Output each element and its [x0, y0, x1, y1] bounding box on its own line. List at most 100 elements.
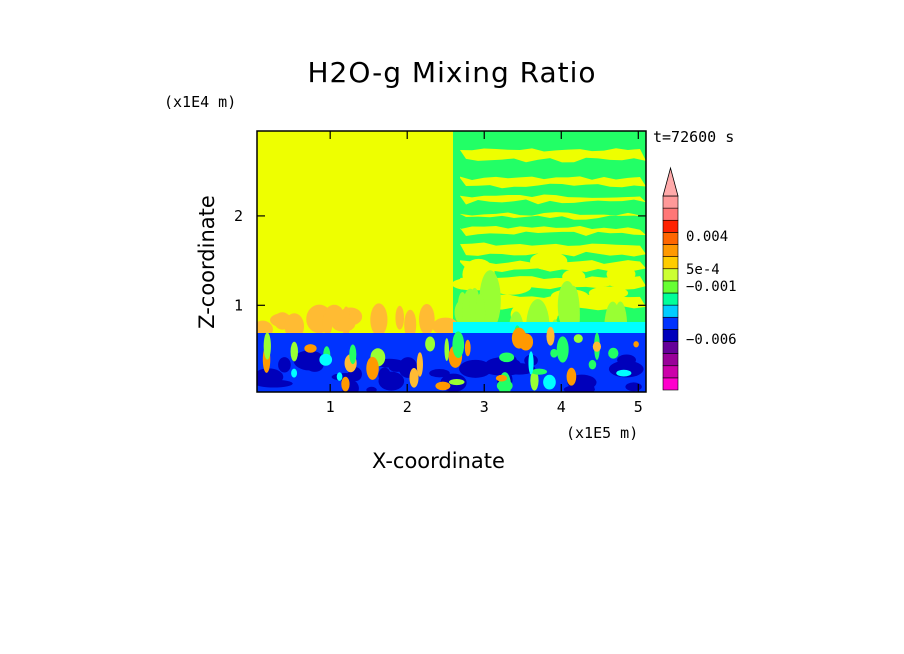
blob-region — [451, 278, 489, 291]
plume-region — [404, 309, 417, 340]
lower-band-detail — [452, 331, 465, 359]
lower-band-detail — [608, 347, 619, 359]
colorbar-swatch — [662, 268, 679, 282]
colorbar-swatch — [662, 329, 679, 342]
plume-region — [418, 303, 435, 335]
x-axis: 1 2 3 4 5 — [326, 131, 643, 416]
lower-band-detail — [499, 352, 515, 363]
lower-band-detail — [459, 359, 492, 378]
plume-region — [557, 281, 577, 331]
streak-region — [460, 176, 646, 189]
lower-band-detail — [425, 336, 436, 352]
lower-band-detail — [625, 382, 642, 392]
blob-region — [491, 278, 532, 295]
colorbar-swatch — [662, 365, 679, 379]
lower-band-detail — [495, 374, 508, 382]
blob-region — [606, 265, 636, 283]
colorbar-label: 5e-4 — [686, 262, 720, 278]
lower-band-detail — [278, 357, 291, 373]
lower-band-detail — [305, 358, 324, 372]
lower-band-detail — [588, 359, 597, 370]
x-tick-label: 3 — [480, 398, 489, 416]
y-tick-label: 1 — [234, 296, 243, 314]
lower-band-detail — [531, 368, 548, 375]
colorbar-swatch — [662, 232, 679, 245]
x-tick-label: 2 — [403, 398, 412, 416]
lower-band-detail — [341, 376, 350, 392]
lower-band-detail — [464, 339, 471, 357]
streak-region — [460, 212, 646, 220]
blob-region — [562, 269, 586, 285]
plot-frame — [256, 130, 647, 393]
lower-band-detail — [409, 367, 419, 388]
lower-band-detail — [263, 332, 271, 360]
colorbar-swatch — [662, 377, 679, 391]
lower-band-detail — [573, 334, 583, 343]
lower-band-detail — [366, 386, 377, 392]
streak-region — [460, 242, 646, 257]
chart-title: H2O-g Mixing Ratio — [307, 56, 597, 89]
colorbar-swatch — [662, 280, 679, 294]
lower-band-detail — [633, 341, 639, 348]
lower-band-detail — [347, 370, 360, 379]
lower-band-detail — [543, 374, 556, 390]
blob-region — [588, 286, 629, 300]
colorbar-label: −0.006 — [686, 332, 737, 348]
x-tick-label: 1 — [326, 398, 335, 416]
lower-band-detail — [304, 344, 317, 353]
lower-band-detail — [546, 326, 555, 346]
streak-region — [460, 194, 646, 205]
colorbar-extend — [662, 166, 679, 197]
contour-field — [257, 131, 646, 392]
lower-band-detail — [566, 367, 577, 386]
plume-region — [284, 313, 305, 340]
colorbar-swatch — [662, 219, 679, 233]
lower-band-detail — [592, 341, 602, 352]
y-axis-multiplier: (x1E4 m) — [164, 93, 237, 111]
lower-band-detail — [416, 352, 423, 377]
streak-region — [460, 226, 646, 237]
colorbar-swatch — [662, 341, 679, 354]
lower-band-detail — [528, 351, 534, 375]
time-label: t=72600 s — [653, 128, 735, 146]
colorbar-swatch — [662, 256, 679, 270]
streak-region — [460, 148, 646, 163]
lower-band-detail — [257, 379, 293, 388]
lower-band-detail — [573, 381, 595, 392]
lower-band-detail — [349, 344, 357, 365]
lower-band-detail — [366, 356, 379, 380]
y-axis: 12 — [234, 207, 646, 314]
lower-band-detail — [429, 369, 450, 378]
x-tick-label: 5 — [634, 398, 643, 416]
lower-band-detail — [617, 354, 636, 366]
lower-band-detail — [511, 327, 527, 349]
colorbar-label: −0.001 — [686, 279, 737, 295]
colorbar-swatch — [662, 353, 679, 367]
lower-band-detail — [448, 378, 465, 386]
y-tick-label: 2 — [234, 207, 243, 225]
lower-band-detail — [530, 370, 539, 391]
lower-band-detail — [378, 367, 391, 384]
colorbar-label: 0.004 — [686, 229, 728, 245]
colorbar-swatch — [662, 304, 679, 318]
x-axis-multiplier: (x1E5 m) — [566, 424, 639, 442]
lower-band-detail — [550, 348, 558, 358]
plume-region — [325, 304, 344, 323]
lower-band-detail — [556, 336, 569, 363]
colorbar-swatch — [662, 207, 679, 221]
x-tick-label: 4 — [557, 398, 566, 416]
colorbar-swatch — [662, 195, 679, 209]
lower-band-detail — [444, 338, 450, 361]
lower-band-detail — [336, 372, 343, 381]
blob-region — [529, 251, 568, 271]
x-axis-label: X-coordinate — [372, 449, 505, 473]
plume-region — [432, 317, 459, 336]
lower-band-detail — [616, 369, 632, 377]
plume-region — [370, 303, 388, 337]
colorbar-swatch — [662, 316, 679, 330]
colorbar-swatch — [662, 292, 679, 306]
lower-band-detail — [435, 381, 451, 391]
lower-band-detail — [290, 341, 299, 362]
plume-region — [395, 305, 405, 330]
